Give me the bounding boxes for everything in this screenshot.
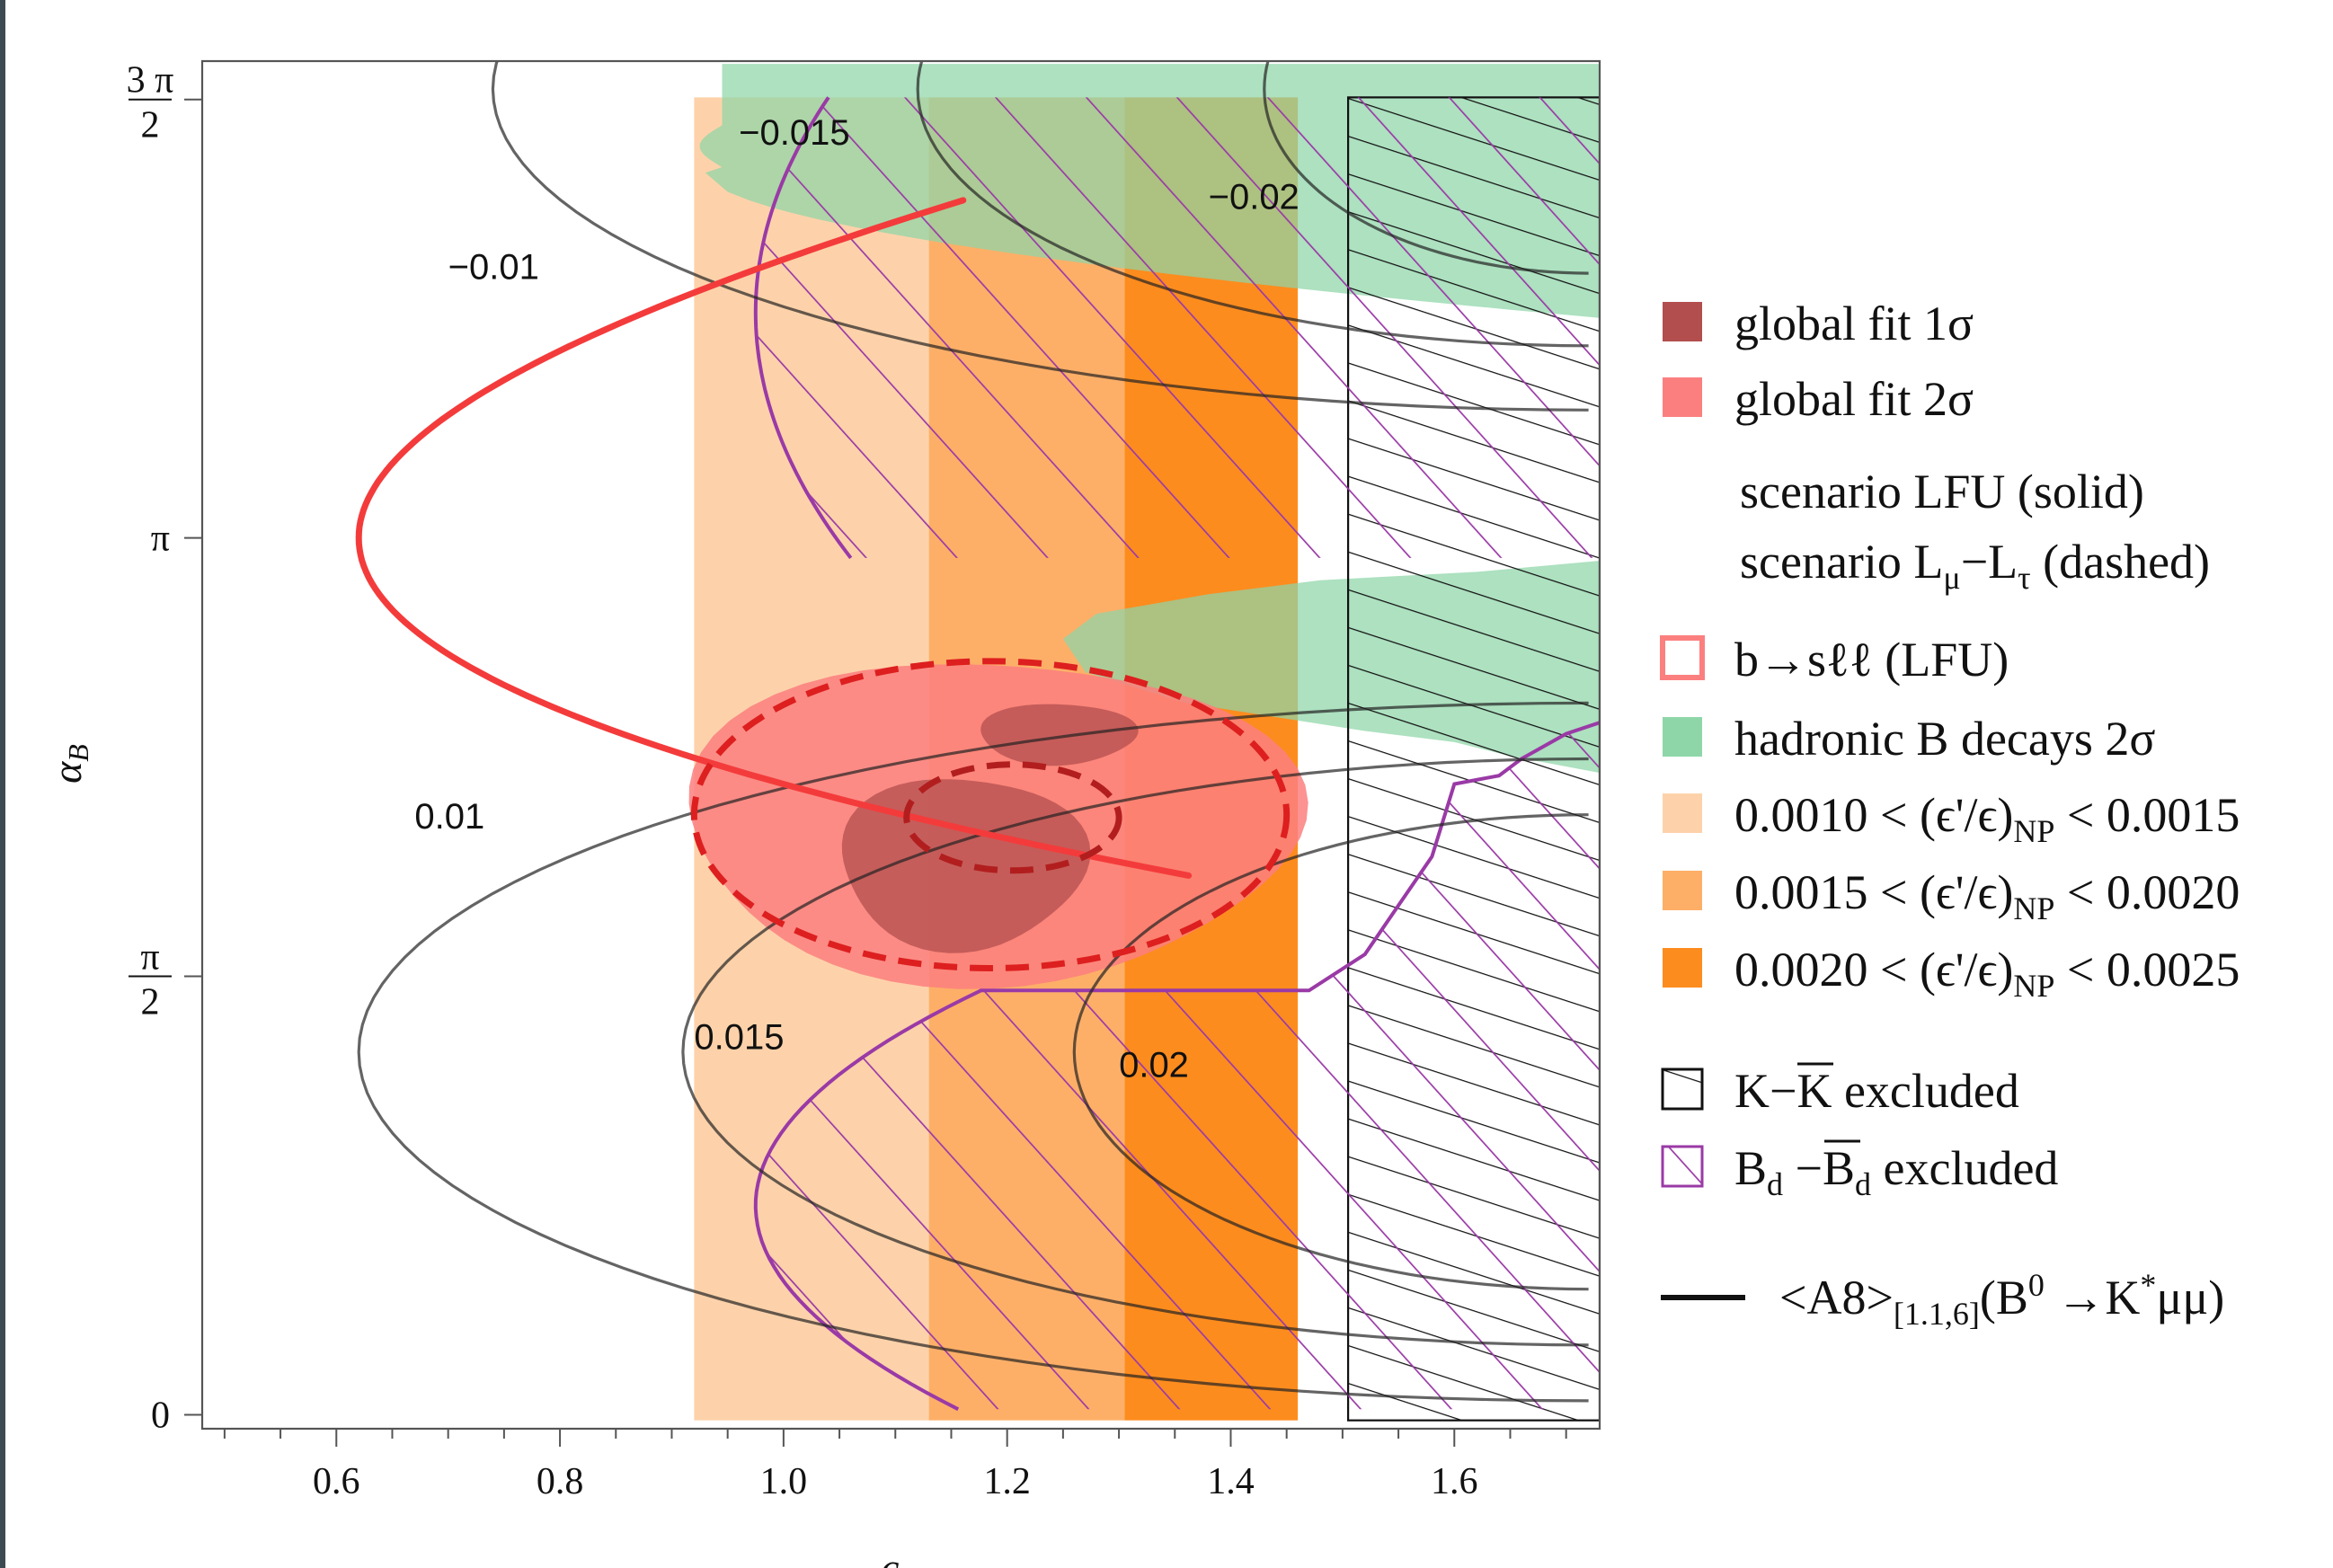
legend-a8: <A8>[1.1,6](B0 →K*μμ) <box>1779 1267 2224 1332</box>
bd-excluded-lower-edge <box>753 721 1600 1412</box>
contour-label: 0.015 <box>694 1018 784 1058</box>
x-tick-label: 1.6 <box>1431 1461 1478 1502</box>
y-tick-denominator: 2 <box>141 982 160 1023</box>
a8-contour-0.01 <box>357 701 1589 1403</box>
x-axis-label: cB <box>881 1545 917 1568</box>
legend-swatch <box>1663 302 1702 341</box>
legend-kk-swatch <box>1661 1067 1704 1111</box>
bd-excluded-upper-fill <box>755 97 1600 558</box>
legend-epsilon-band-1: 0.0010 < (ϵ'/ϵ)NP < 0.0015 <box>1734 788 2240 849</box>
x-tick-label: 0.6 <box>313 1461 360 1502</box>
legend-bsll-lfu: b→sℓℓ (LFU) <box>1734 633 2009 687</box>
a8-contour-0.02 <box>1072 813 1589 1291</box>
y-tick-numerator: π <box>140 937 159 979</box>
contour-label: 0.01 <box>414 797 484 837</box>
legend-bd-excluded: Bd −Bd excluded <box>1734 1141 2058 1202</box>
legend-swatch <box>1660 635 1705 680</box>
legend-swatch <box>1663 377 1702 417</box>
x-tick-label: 0.8 <box>537 1461 584 1502</box>
plot-area: −0.015 −0.02 −0.01 0.01 0.015 0.02 0.6 0.8 1.0 1… <box>127 59 1601 1502</box>
a8-contours <box>357 61 1589 1403</box>
legend-scenario-lfu: scenario LFU (solid) <box>1740 465 2144 518</box>
legend-kk-excluded: K−K excluded <box>1734 1064 2019 1118</box>
legend-swatch <box>1663 871 1702 910</box>
legend-swatch <box>1663 717 1702 757</box>
x-axis-ticks: 0.6 0.8 1.0 1.2 1.4 1.6 <box>223 1429 1567 1502</box>
contour-label: −0.02 <box>1209 178 1300 217</box>
a8-contour-neg-0.015 <box>916 61 1589 348</box>
legend-scenario-lmu-ltau: scenario Lμ−Lτ (dashed) <box>1740 535 2210 596</box>
legend-global-fit-2sigma: global fit 2σ <box>1734 372 1974 426</box>
y-tick-label: π <box>151 518 170 560</box>
legend-bd-swatch <box>1661 1145 1704 1188</box>
legend-epsilon-band-2: 0.0015 < (ϵ'/ϵ)NP < 0.0020 <box>1734 865 2240 926</box>
contour-labels: −0.015 −0.02 −0.01 0.01 0.015 0.02 <box>414 113 1299 1085</box>
y-axis-label: αB <box>44 744 94 784</box>
bd-excluded-lower-fill <box>755 722 1600 1410</box>
legend-global-fit-1sigma: global fit 1σ <box>1734 297 1974 350</box>
window-left-edge <box>0 0 5 1568</box>
x-tick-label: 1.0 <box>760 1461 808 1502</box>
bd-excluded-region <box>753 96 1600 1412</box>
global-fit-1sigma-top <box>980 704 1139 766</box>
legend-swatch <box>1663 793 1702 833</box>
y-tick-numerator: 3 π <box>127 60 174 102</box>
legend-swatch <box>1663 948 1702 988</box>
legend-hadronic-b: hadronic B decays 2σ <box>1734 712 2155 766</box>
lmu-ltau-fit-1sigma-dashed <box>903 761 1122 874</box>
legend: global fit 1σ global fit 2σ scenario LFU (… <box>1660 297 2240 1332</box>
x-tick-label: 1.4 <box>1207 1461 1255 1502</box>
lmu-ltau-fit-2sigma-dashed <box>690 658 1291 971</box>
y-tick-denominator: 2 <box>141 105 160 146</box>
a8-contour-neg-0.02 <box>1263 61 1589 275</box>
plot-frame <box>200 59 1601 1431</box>
y-tick-label: 0 <box>151 1395 170 1436</box>
best-fit-lines <box>355 197 1291 971</box>
lfu-best-fit-solid <box>355 197 1193 879</box>
x-tick-label: 1.2 <box>983 1461 1031 1502</box>
contour-label: −0.015 <box>739 113 849 153</box>
bd-excluded-upper-edge <box>753 96 853 560</box>
a8-contour-neg-0.01 <box>491 61 1589 412</box>
legend-epsilon-band-3: 0.0020 < (ϵ'/ϵ)NP < 0.0025 <box>1734 943 2240 1004</box>
a8-contour-0.015 <box>681 757 1589 1347</box>
contour-label: −0.01 <box>448 247 539 287</box>
contour-label: 0.02 <box>1119 1046 1189 1085</box>
